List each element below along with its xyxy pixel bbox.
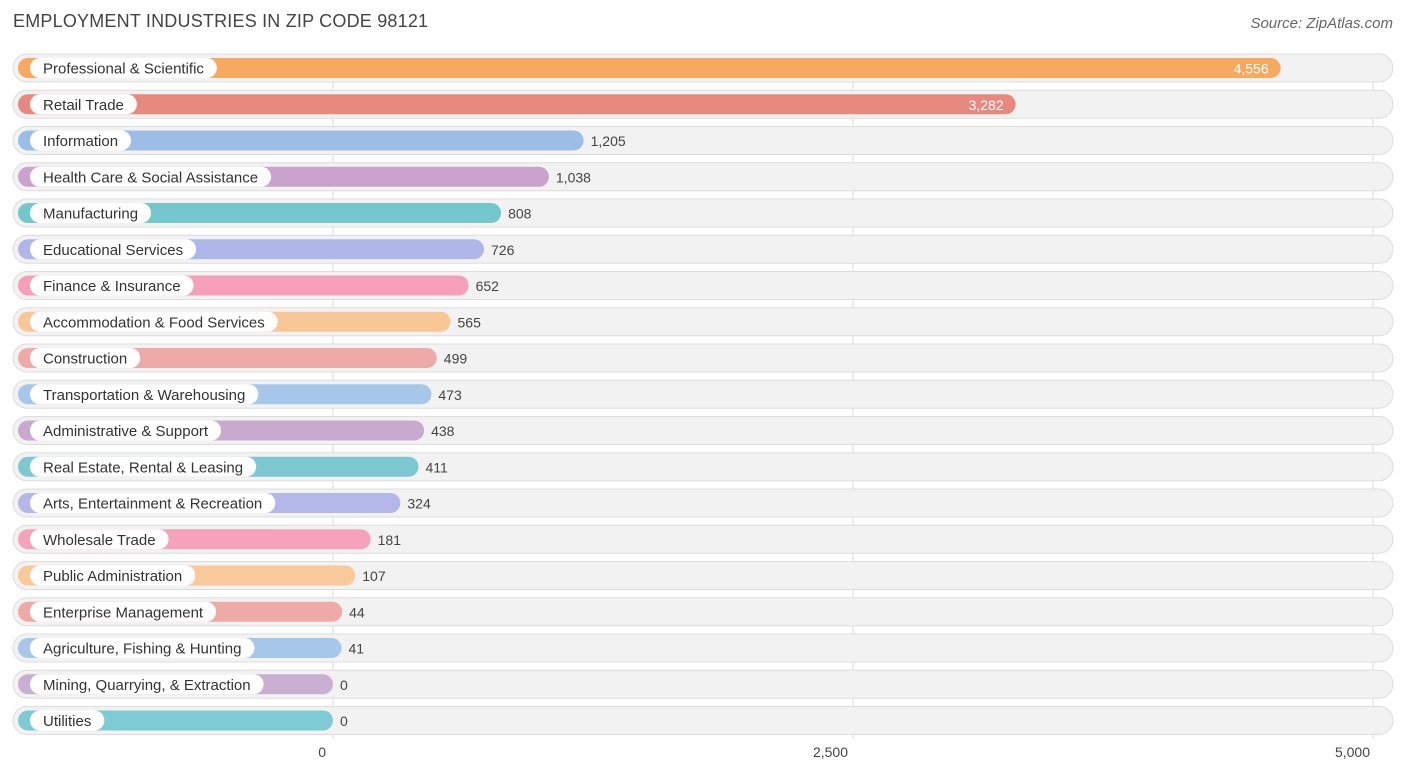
ticks-layer: 0 2,500 5,000 [318, 744, 1370, 760]
bar-row: Information 1,205 [12, 126, 1394, 155]
category-label: Construction [43, 351, 127, 368]
bar-row: Public Administration 107 [12, 561, 1394, 590]
label-pill [30, 94, 137, 115]
label-pill [30, 638, 255, 658]
x-tick-label: 5,000 [1335, 744, 1370, 760]
label-pill [30, 601, 217, 622]
value-label: 565 [458, 314, 482, 330]
value-label: 0 [340, 713, 348, 729]
chart-title: EMPLOYMENT INDUSTRIES IN ZIP CODE 98121 [13, 11, 429, 31]
category-label: Health Care & Social Assistance [43, 169, 258, 186]
bar [18, 58, 1281, 78]
bar-row: Mining, Quarrying, & Extraction 0 [12, 669, 1394, 699]
category-label: Transportation & Warehousing [43, 387, 245, 404]
label-pill [30, 203, 152, 223]
label-pill [30, 674, 264, 695]
value-label: 499 [444, 351, 468, 367]
value-label: 473 [438, 387, 462, 403]
value-label: 1,038 [556, 169, 591, 185]
row-background [12, 706, 1394, 735]
label-pill [30, 58, 217, 78]
bar-row: Health Care & Social Assistance 1,038 [12, 162, 1394, 192]
value-label: 808 [508, 206, 532, 222]
category-label: Public Administration [43, 568, 182, 585]
category-label: Finance & Insurance [43, 278, 181, 295]
label-pill [30, 493, 276, 513]
value-label: 438 [431, 423, 455, 439]
category-label: Administrative & Support [43, 423, 209, 440]
value-label: 652 [476, 278, 500, 294]
bar [18, 130, 584, 151]
category-label: Arts, Entertainment & Recreation [43, 496, 262, 513]
bar-row: Construction 499 [12, 343, 1394, 373]
x-tick-label: 0 [318, 744, 326, 760]
bar-row: Utilities 0 [12, 706, 1394, 735]
category-label: Utilities [43, 713, 91, 730]
bar-row: Retail Trade 3,282 [12, 89, 1394, 119]
label-pill [30, 565, 196, 586]
label-pill [30, 348, 141, 368]
x-tick-label: 2,500 [813, 744, 848, 760]
chart-source: Source: ZipAtlas.com [1250, 15, 1393, 32]
category-label: Accommodation & Food Services [43, 314, 265, 331]
category-label: Wholesale Trade [43, 532, 156, 549]
label-pill [30, 311, 278, 332]
value-label: 3,282 [969, 97, 1004, 113]
value-label: 726 [491, 242, 515, 258]
value-label: 107 [362, 568, 386, 584]
label-pill [30, 456, 257, 477]
label-pill [30, 239, 197, 260]
category-label: Agriculture, Fishing & Hunting [43, 641, 241, 658]
category-label: Professional & Scientific [43, 61, 204, 78]
bar-row: Finance & Insurance 652 [12, 271, 1394, 300]
row-background [12, 669, 1394, 699]
bar-row: Administrative & Support 438 [12, 416, 1394, 445]
category-label: Mining, Quarrying, & Extraction [43, 677, 251, 694]
value-label: 1,205 [591, 133, 626, 149]
bar-row: Educational Services 726 [12, 234, 1394, 264]
value-label: 324 [407, 496, 431, 512]
bar-row: Wholesale Trade 181 [12, 524, 1394, 554]
category-label: Manufacturing [43, 206, 138, 223]
bar-row: Accommodation & Food Services 565 [12, 307, 1394, 337]
label-pill [30, 130, 132, 151]
label-pill [30, 420, 222, 441]
bar-row: Real Estate, Rental & Leasing 411 [12, 452, 1394, 482]
label-pill [30, 166, 272, 187]
category-label: Educational Services [43, 242, 183, 259]
label-pill [30, 710, 105, 731]
value-label: 411 [425, 459, 448, 475]
rows-layer: Professional & Scientific 4,556 Retail Tra… [12, 53, 1394, 735]
category-label: Real Estate, Rental & Leasing [43, 459, 243, 476]
row-background [12, 633, 1394, 663]
value-label: 44 [349, 604, 365, 620]
bar-row: Transportation & Warehousing 473 [12, 379, 1394, 409]
bar [18, 94, 1016, 115]
bar-row: Manufacturing 808 [12, 198, 1394, 228]
value-label: 41 [349, 641, 365, 657]
bar-row: Arts, Entertainment & Recreation 324 [12, 488, 1394, 518]
row-background [12, 597, 1394, 627]
label-pill [30, 384, 259, 405]
label-pill [30, 529, 169, 550]
category-label: Information [43, 133, 118, 150]
label-pill [30, 275, 194, 296]
category-label: Enterprise Management [43, 604, 204, 621]
row-background [12, 561, 1394, 590]
bar-row: Enterprise Management 44 [12, 597, 1394, 627]
value-label: 181 [378, 532, 402, 548]
bar-row: Professional & Scientific 4,556 [12, 53, 1394, 83]
value-label: 4,556 [1234, 61, 1269, 77]
value-label: 0 [340, 677, 348, 693]
bar-row: Agriculture, Fishing & Hunting 41 [12, 633, 1394, 663]
category-label: Retail Trade [43, 97, 124, 114]
